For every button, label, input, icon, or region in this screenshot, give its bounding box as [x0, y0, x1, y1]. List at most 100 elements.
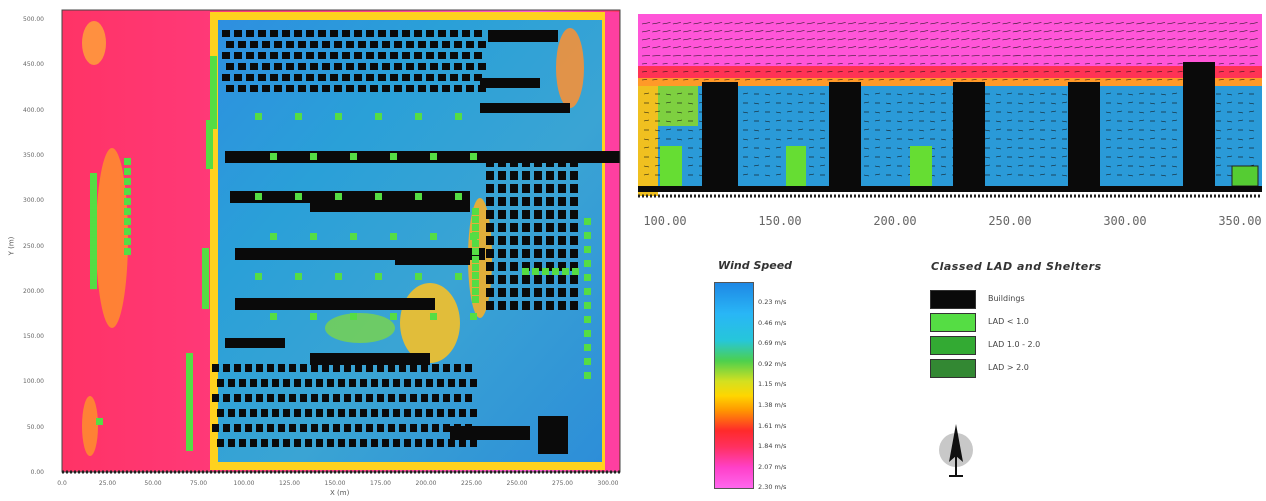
section-vector — [641, 55, 651, 57]
plan-tree — [584, 218, 591, 225]
plan-building — [334, 85, 342, 92]
section-vector — [693, 46, 702, 49]
section-vector — [775, 38, 784, 41]
section-vector — [1218, 30, 1227, 33]
plan-building — [522, 158, 530, 167]
section-vector — [1105, 92, 1112, 95]
section-vector — [755, 30, 764, 33]
plan-building — [256, 364, 263, 372]
section-vector — [847, 63, 854, 65]
section-vector — [1017, 129, 1024, 132]
section-vector — [652, 79, 658, 81]
section-vector — [808, 165, 815, 168]
section-x-tick: 300.00 — [1103, 214, 1147, 228]
plan-building — [510, 249, 518, 258]
section-vector — [1248, 110, 1255, 113]
section-vector — [1187, 46, 1196, 49]
plan-building — [234, 424, 241, 432]
section-vector — [796, 22, 805, 25]
section-vector — [1156, 22, 1166, 25]
plan-building — [414, 74, 422, 81]
plan-x-tick: 200.00 — [415, 480, 437, 487]
section-vector — [764, 174, 771, 177]
plan-building — [250, 85, 258, 92]
section-vector — [641, 71, 648, 73]
section-left-edge — [638, 86, 658, 196]
plan-building — [546, 223, 554, 232]
section-ground — [638, 186, 1262, 192]
plan-building — [267, 394, 274, 402]
plan-tree — [584, 288, 591, 295]
section-vector — [687, 156, 694, 159]
plan-building — [371, 379, 378, 387]
section-vector — [940, 111, 947, 114]
plan-building — [334, 41, 342, 48]
section-vector — [742, 138, 749, 141]
plan-tree — [124, 218, 131, 225]
plan-building — [238, 41, 246, 48]
section-vector — [819, 129, 826, 132]
plan-building — [410, 364, 417, 372]
section-vector — [971, 38, 980, 41]
plan-building — [330, 74, 338, 81]
section-vector — [847, 38, 857, 41]
plan-building — [378, 52, 386, 59]
plan-building — [498, 301, 506, 310]
plan-building — [334, 63, 342, 70]
plan-tree — [124, 188, 131, 195]
plan-view-map[interactable]: 500.00 450.00 400.00 350.00 300.00 250.00 200.… — [7, 8, 622, 501]
lad-label: LAD > 2.0 — [988, 363, 1029, 372]
plan-building — [570, 210, 578, 219]
plan-building — [454, 41, 462, 48]
section-vector — [1039, 173, 1046, 176]
section-vector — [847, 46, 857, 49]
plan-building — [246, 74, 254, 81]
section-vector — [817, 55, 826, 57]
plan-y-tick: 200.00 — [23, 287, 44, 295]
section-vector — [1012, 38, 1021, 41]
section-vector — [775, 119, 782, 122]
plan-building — [286, 41, 294, 48]
section-vector — [930, 46, 939, 49]
plan-building — [358, 85, 366, 92]
section-vector — [775, 111, 782, 114]
section-vector — [693, 79, 699, 81]
plan-tree — [472, 216, 479, 223]
plan-building — [470, 409, 477, 417]
section-vector — [1127, 93, 1134, 96]
plan-building — [366, 424, 373, 432]
section-vector — [1127, 101, 1134, 104]
plan-building — [322, 424, 329, 432]
section-vector — [1061, 120, 1068, 123]
section-vector — [654, 102, 661, 105]
section-vector — [1074, 71, 1080, 73]
plan-tree — [210, 62, 217, 69]
plan-building — [522, 184, 530, 193]
plan-tree — [584, 316, 591, 323]
plan-building — [534, 210, 542, 219]
section-view[interactable]: 100.00 150.00 200.00 250.00 300.00 350.00 — [636, 10, 1266, 240]
plan-tree — [124, 228, 131, 235]
plan-building — [454, 364, 461, 372]
section-vector — [981, 79, 987, 81]
plan-building — [510, 288, 518, 297]
section-vector — [1167, 63, 1173, 65]
plan-building — [443, 364, 450, 372]
plan-building — [402, 74, 410, 81]
section-vector — [672, 46, 681, 49]
section-vector — [693, 30, 702, 33]
plan-tree — [255, 193, 262, 200]
plan-tree — [202, 284, 209, 291]
plan-y-tick: 400.00 — [23, 106, 44, 114]
section-vector — [819, 156, 826, 159]
plan-building — [498, 288, 506, 297]
section-vector — [837, 71, 843, 73]
section-vector — [796, 38, 805, 41]
plan-hotspot — [400, 283, 460, 363]
section-vector — [1249, 38, 1258, 41]
section-vector — [1074, 38, 1083, 41]
plan-building — [278, 394, 285, 402]
section-vector — [806, 63, 812, 65]
lad-label: LAD < 1.0 — [988, 317, 1029, 326]
section-vector — [1023, 63, 1029, 65]
